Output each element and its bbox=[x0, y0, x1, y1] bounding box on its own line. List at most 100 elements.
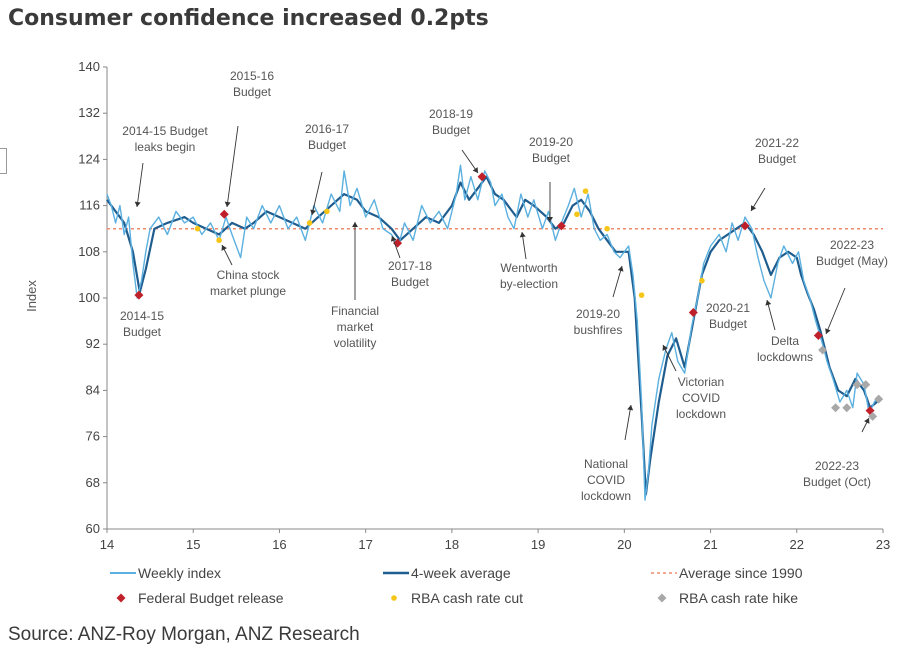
rate-hike-marker bbox=[852, 380, 862, 390]
annotation-label: 2016-17 bbox=[305, 122, 349, 136]
x-tick-label: 22 bbox=[790, 537, 804, 552]
annotation-arrowhead bbox=[390, 236, 397, 242]
rate-hike-marker bbox=[868, 411, 878, 421]
x-tick-label: 18 bbox=[445, 537, 459, 552]
annotation-arrowhead bbox=[617, 266, 624, 272]
rate-cut-marker bbox=[324, 208, 330, 215]
legend-swatch-rate-cut bbox=[391, 595, 397, 601]
annotation-label: lockdown bbox=[581, 489, 631, 503]
legend-label: RBA cash rate hike bbox=[679, 590, 798, 606]
annotation-label: bushfires bbox=[574, 323, 623, 337]
budget-marker bbox=[740, 221, 750, 231]
annotation-label: 2021-22 bbox=[755, 136, 799, 150]
annotation-arrowhead bbox=[134, 201, 141, 207]
annotation-label: Budget (Oct) bbox=[803, 475, 871, 489]
annotation-label: 2017-18 bbox=[388, 259, 432, 273]
legend-swatch-budget bbox=[116, 593, 126, 603]
annotation-label: China stock bbox=[217, 268, 281, 282]
annotation-label: 2019-20 bbox=[576, 307, 620, 321]
annotation-label: leaks begin bbox=[135, 140, 196, 154]
annotation-label: Wentworth bbox=[500, 261, 557, 275]
annotation-arrowhead bbox=[627, 405, 634, 411]
rate-hike-marker bbox=[831, 403, 841, 413]
budget-marker bbox=[219, 209, 229, 219]
annotation-label: Budget bbox=[758, 152, 797, 166]
legend-swatch-rate-hike bbox=[657, 593, 667, 603]
annotation-label: Budget bbox=[709, 317, 748, 331]
annotation-label: Budget bbox=[308, 138, 347, 152]
x-tick-label: 19 bbox=[531, 537, 545, 552]
frame-edge bbox=[0, 148, 7, 174]
rate-hike-marker bbox=[861, 380, 871, 390]
annotation-label: Budget bbox=[391, 275, 430, 289]
rate-cut-marker bbox=[699, 277, 705, 284]
rate-hike-marker bbox=[818, 345, 828, 355]
annotation-arrowhead bbox=[864, 418, 870, 424]
budget-marker bbox=[477, 172, 487, 182]
annotation-label: 2019-20 bbox=[529, 135, 573, 149]
annotation-label: volatility bbox=[334, 336, 377, 350]
annotation-label: Budget bbox=[432, 123, 471, 137]
y-tick-label: 124 bbox=[78, 151, 100, 166]
annotation-arrow bbox=[226, 125, 239, 208]
annotation-label: 2022-23 bbox=[830, 238, 874, 252]
rate-hike-marker bbox=[874, 394, 884, 404]
annotation-label: 2014-15 bbox=[120, 309, 164, 323]
annotation-label: 2015-16 bbox=[230, 69, 274, 83]
annotation-arrow bbox=[612, 265, 623, 298]
legend-label: 4-week average bbox=[411, 565, 511, 581]
y-tick-label: 108 bbox=[78, 244, 100, 259]
rate-cut-marker bbox=[574, 211, 580, 218]
annotation-label: market bbox=[337, 320, 374, 334]
annotation-label: Budget (May) bbox=[816, 254, 888, 268]
rate-cut-marker bbox=[604, 225, 610, 232]
annotation-label: Budget bbox=[123, 325, 162, 339]
rate-cut-marker bbox=[638, 292, 645, 298]
source-note: Source: ANZ-Roy Morgan, ANZ Research bbox=[8, 624, 360, 645]
rate-cut-marker bbox=[216, 237, 222, 244]
annotation-arrow bbox=[136, 162, 144, 208]
legend-label: Average since 1990 bbox=[679, 565, 803, 581]
rate-cut-marker bbox=[582, 188, 589, 194]
budget-marker bbox=[813, 331, 823, 341]
x-tick-label: 14 bbox=[100, 537, 114, 552]
budget-marker bbox=[688, 307, 698, 317]
budget-marker bbox=[556, 221, 566, 231]
annotation-label: Budget bbox=[233, 85, 272, 99]
annotation-arrowhead bbox=[751, 205, 757, 211]
x-tick-label: 17 bbox=[358, 537, 372, 552]
y-tick-label: 100 bbox=[78, 290, 100, 305]
annotation-label: lockdowns bbox=[757, 350, 813, 364]
chart-title: Consumer confidence increased 0.2pts bbox=[8, 6, 489, 31]
x-tick-label: 15 bbox=[186, 537, 200, 552]
annotation-arrowhead bbox=[310, 209, 317, 215]
y-tick-label: 60 bbox=[86, 521, 100, 536]
y-tick-label: 84 bbox=[86, 382, 100, 397]
annotation-label: 2018-19 bbox=[429, 107, 473, 121]
annotation-arrowhead bbox=[472, 167, 478, 173]
legend-label: Weekly index bbox=[138, 565, 221, 581]
annotation-arrow bbox=[825, 287, 846, 335]
legend-label: Federal Budget release bbox=[138, 590, 284, 606]
annotation-arrowhead bbox=[825, 328, 831, 334]
annotation-label: National bbox=[584, 457, 628, 471]
y-tick-label: 132 bbox=[78, 105, 100, 120]
x-tick-label: 23 bbox=[876, 537, 890, 552]
y-tick-label: 116 bbox=[79, 198, 100, 213]
annotation-label: Victorian bbox=[678, 375, 724, 389]
annotation-label: Budget bbox=[532, 151, 571, 165]
rate-cut-marker bbox=[194, 225, 201, 232]
annotation-arrowhead bbox=[765, 300, 772, 306]
annotation-arrow bbox=[311, 171, 323, 216]
legend-label: RBA cash rate cut bbox=[411, 590, 523, 606]
annotation-label: 2020-21 bbox=[706, 301, 750, 315]
annotation-arrow bbox=[766, 299, 776, 331]
x-tick-label: 20 bbox=[617, 537, 631, 552]
annotation-label: COVID bbox=[682, 391, 720, 405]
annotation-arrowhead bbox=[221, 245, 227, 251]
annotation-arrowhead bbox=[519, 232, 526, 238]
annotation-arrowhead bbox=[224, 201, 231, 207]
budget-marker bbox=[134, 290, 144, 300]
y-tick-label: 76 bbox=[86, 429, 100, 444]
